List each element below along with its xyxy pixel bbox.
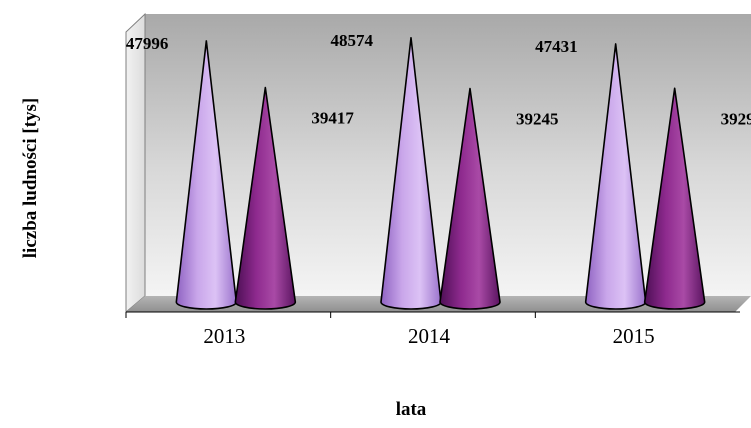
x-tick-label: 2013	[203, 324, 245, 348]
cone-mark	[234, 86, 297, 310]
y-axis-title: liczba ludności [tys]	[20, 98, 41, 258]
data-label: 39245	[516, 110, 559, 129]
cone-mark	[439, 87, 501, 310]
data-label: 47431	[535, 37, 578, 56]
data-label: 47996	[126, 34, 169, 53]
data-label: 48574	[331, 31, 374, 50]
data-labels-layer: 47996 39417 48574 39245 47431 39290	[126, 31, 751, 129]
x-ticks-layer: 2013 2014 2015	[125, 312, 655, 348]
cones-layer	[175, 36, 706, 310]
x-tick-label: 2014	[408, 324, 451, 348]
x-tick-label: 2015	[613, 324, 655, 348]
x-axis-title: lata	[396, 399, 427, 420]
data-label: 39417	[311, 109, 354, 128]
side-wall	[125, 12, 146, 314]
data-label: 39290	[721, 109, 751, 128]
cone-mark	[643, 87, 706, 310]
